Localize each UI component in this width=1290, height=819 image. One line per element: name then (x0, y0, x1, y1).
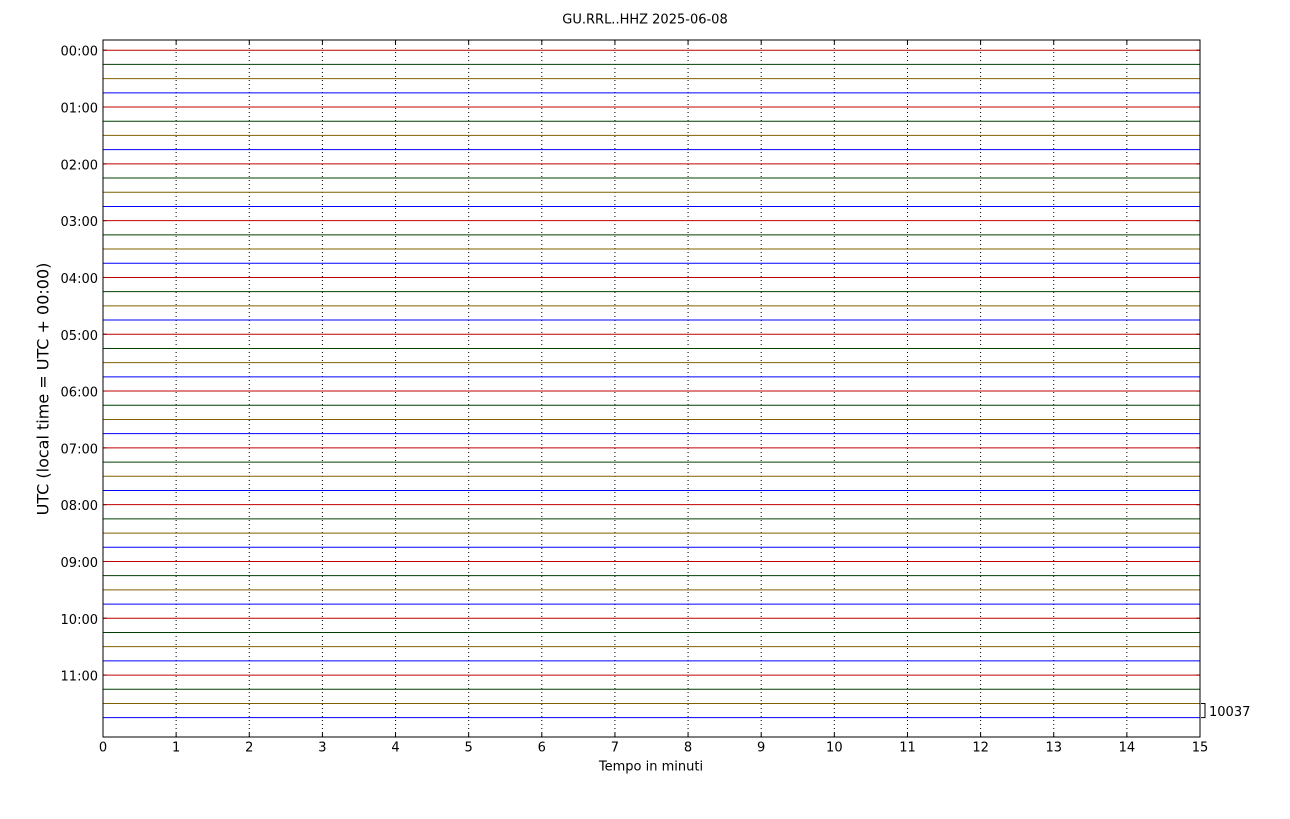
y-tick-label: 10:00 (61, 613, 98, 628)
y-axis-label: UTC (local time = UTC + 00:00) (34, 263, 53, 516)
x-tick-label: 7 (611, 741, 619, 756)
x-tick-label: 2 (245, 741, 253, 756)
x-tick-label: 10 (826, 741, 843, 756)
x-tick-label: 4 (391, 741, 399, 756)
y-tick-label: 03:00 (61, 215, 98, 230)
y-tick-label: 01:00 (61, 102, 98, 117)
plot-frame (102, 39, 1201, 738)
y-tick-label: 00:00 (61, 45, 98, 60)
y-tick-label: 06:00 (61, 386, 98, 401)
x-tick-label: 0 (99, 741, 107, 756)
x-tick-label: 8 (684, 741, 692, 756)
x-axis-label: Tempo in minuti (598, 760, 703, 775)
x-tick-label: 1 (172, 741, 180, 756)
x-tick-label: 6 (538, 741, 546, 756)
chart-title: GU.RRL..HHZ 2025-06-08 (562, 13, 727, 28)
x-tick-label: 15 (1192, 741, 1209, 756)
y-tick-label: 05:00 (61, 329, 98, 344)
y-tick-label: 04:00 (61, 272, 98, 287)
scale-bar (1201, 702, 1206, 719)
y-tick-label: 08:00 (61, 499, 98, 514)
x-tick-label: 3 (318, 741, 326, 756)
y-tick-label: 11:00 (61, 670, 98, 685)
y-tick-label: 09:00 (61, 556, 98, 571)
x-tick-label: 5 (465, 741, 473, 756)
y-tick-label: 02:00 (61, 158, 98, 173)
y-tick-label: 07:00 (61, 442, 98, 457)
x-tick-label: 11 (899, 741, 916, 756)
x-tick-label: 12 (972, 741, 989, 756)
x-tick-label: 14 (1119, 741, 1136, 756)
x-tick-label: 9 (757, 741, 765, 756)
x-tick-label: 13 (1045, 741, 1062, 756)
scale-label: 10037 (1209, 705, 1250, 720)
